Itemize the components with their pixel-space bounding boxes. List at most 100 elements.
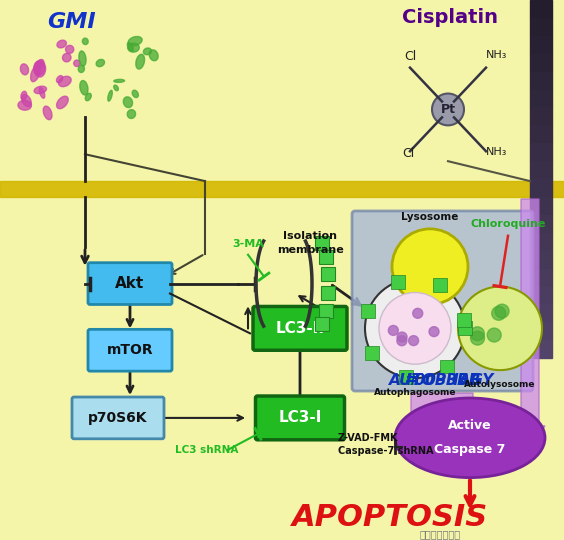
Ellipse shape xyxy=(143,48,152,55)
Text: Autophagosome: Autophagosome xyxy=(374,388,456,396)
Circle shape xyxy=(487,328,501,342)
FancyBboxPatch shape xyxy=(255,396,345,440)
Ellipse shape xyxy=(132,90,138,98)
Text: Autolysosome: Autolysosome xyxy=(464,380,536,389)
Ellipse shape xyxy=(79,51,86,66)
Ellipse shape xyxy=(82,38,88,45)
Circle shape xyxy=(397,332,407,342)
Text: AUTOPHAGY: AUTOPHAGY xyxy=(389,373,495,388)
Text: Chloroquine: Chloroquine xyxy=(470,219,546,229)
Bar xyxy=(530,36,552,54)
Text: #0033BB: #0033BB xyxy=(404,373,480,388)
Text: Cl: Cl xyxy=(404,50,416,63)
Ellipse shape xyxy=(96,59,104,67)
Text: p70S6K: p70S6K xyxy=(88,411,148,425)
Circle shape xyxy=(432,93,464,125)
Text: membrane: membrane xyxy=(276,245,343,255)
Bar xyxy=(530,287,552,305)
Bar xyxy=(530,322,552,340)
Bar xyxy=(530,18,552,36)
Text: Z-VAD-FMK: Z-VAD-FMK xyxy=(338,433,399,443)
Ellipse shape xyxy=(21,91,27,100)
Bar xyxy=(530,305,552,322)
Bar xyxy=(530,125,552,143)
Ellipse shape xyxy=(395,398,545,477)
Ellipse shape xyxy=(124,97,133,107)
Text: 3-MA: 3-MA xyxy=(232,239,264,249)
Bar xyxy=(530,161,552,179)
Text: Cisplatin: Cisplatin xyxy=(402,9,498,28)
Bar xyxy=(457,313,472,327)
Bar xyxy=(399,370,413,384)
Bar xyxy=(315,237,329,251)
Text: 食药用真菌学堂: 食药用真菌学堂 xyxy=(420,529,461,539)
Text: Pt: Pt xyxy=(440,103,456,116)
Circle shape xyxy=(392,229,468,305)
Ellipse shape xyxy=(114,79,125,83)
Text: LC3-II: LC3-II xyxy=(275,321,324,336)
Circle shape xyxy=(379,293,451,364)
Text: GMI: GMI xyxy=(48,12,96,32)
Ellipse shape xyxy=(127,43,133,51)
Circle shape xyxy=(495,304,509,318)
Circle shape xyxy=(365,279,465,378)
Text: Isolation: Isolation xyxy=(283,231,337,241)
Bar xyxy=(315,317,329,330)
Ellipse shape xyxy=(65,45,74,53)
Text: Cl: Cl xyxy=(402,147,414,160)
Bar xyxy=(530,340,552,358)
Bar xyxy=(319,249,333,264)
Text: Active: Active xyxy=(448,420,492,433)
Text: APOPTOSIS: APOPTOSIS xyxy=(292,503,488,532)
Circle shape xyxy=(389,326,398,335)
Bar xyxy=(433,278,447,292)
FancyBboxPatch shape xyxy=(88,262,172,305)
Bar xyxy=(365,346,378,360)
Ellipse shape xyxy=(57,40,67,48)
Text: Lysosome: Lysosome xyxy=(402,212,459,222)
Ellipse shape xyxy=(127,43,139,52)
Ellipse shape xyxy=(34,61,45,75)
Bar xyxy=(321,267,335,281)
Ellipse shape xyxy=(149,50,158,61)
FancyArrow shape xyxy=(399,393,484,461)
Ellipse shape xyxy=(74,60,80,66)
Ellipse shape xyxy=(78,65,85,72)
Text: Caspase-7 shRNA: Caspase-7 shRNA xyxy=(338,446,434,456)
Ellipse shape xyxy=(56,76,63,83)
Ellipse shape xyxy=(136,54,144,69)
Bar xyxy=(530,197,552,215)
FancyArrow shape xyxy=(515,199,545,448)
Ellipse shape xyxy=(39,87,45,98)
Bar xyxy=(530,251,552,269)
FancyBboxPatch shape xyxy=(72,397,164,439)
Bar xyxy=(0,181,564,197)
Ellipse shape xyxy=(108,90,112,101)
Circle shape xyxy=(429,327,439,336)
Bar xyxy=(440,360,454,374)
Ellipse shape xyxy=(127,110,135,118)
Bar xyxy=(530,54,552,72)
Ellipse shape xyxy=(85,93,91,101)
Ellipse shape xyxy=(18,100,32,110)
Circle shape xyxy=(470,327,484,341)
Text: NH₃: NH₃ xyxy=(486,50,508,60)
Bar xyxy=(530,215,552,233)
Bar xyxy=(530,143,552,161)
Circle shape xyxy=(397,336,407,346)
Bar xyxy=(530,72,552,90)
Text: Akt: Akt xyxy=(116,276,144,291)
Ellipse shape xyxy=(128,37,142,46)
Bar xyxy=(530,269,552,287)
Bar xyxy=(530,233,552,251)
Ellipse shape xyxy=(34,60,46,77)
Ellipse shape xyxy=(21,94,31,107)
Text: Caspase 7: Caspase 7 xyxy=(434,443,506,456)
Bar xyxy=(319,303,333,318)
Text: NH₃: NH₃ xyxy=(486,147,508,157)
Circle shape xyxy=(492,306,506,320)
Bar xyxy=(458,321,472,335)
Ellipse shape xyxy=(56,96,68,109)
Ellipse shape xyxy=(37,59,44,68)
Bar xyxy=(530,0,552,18)
